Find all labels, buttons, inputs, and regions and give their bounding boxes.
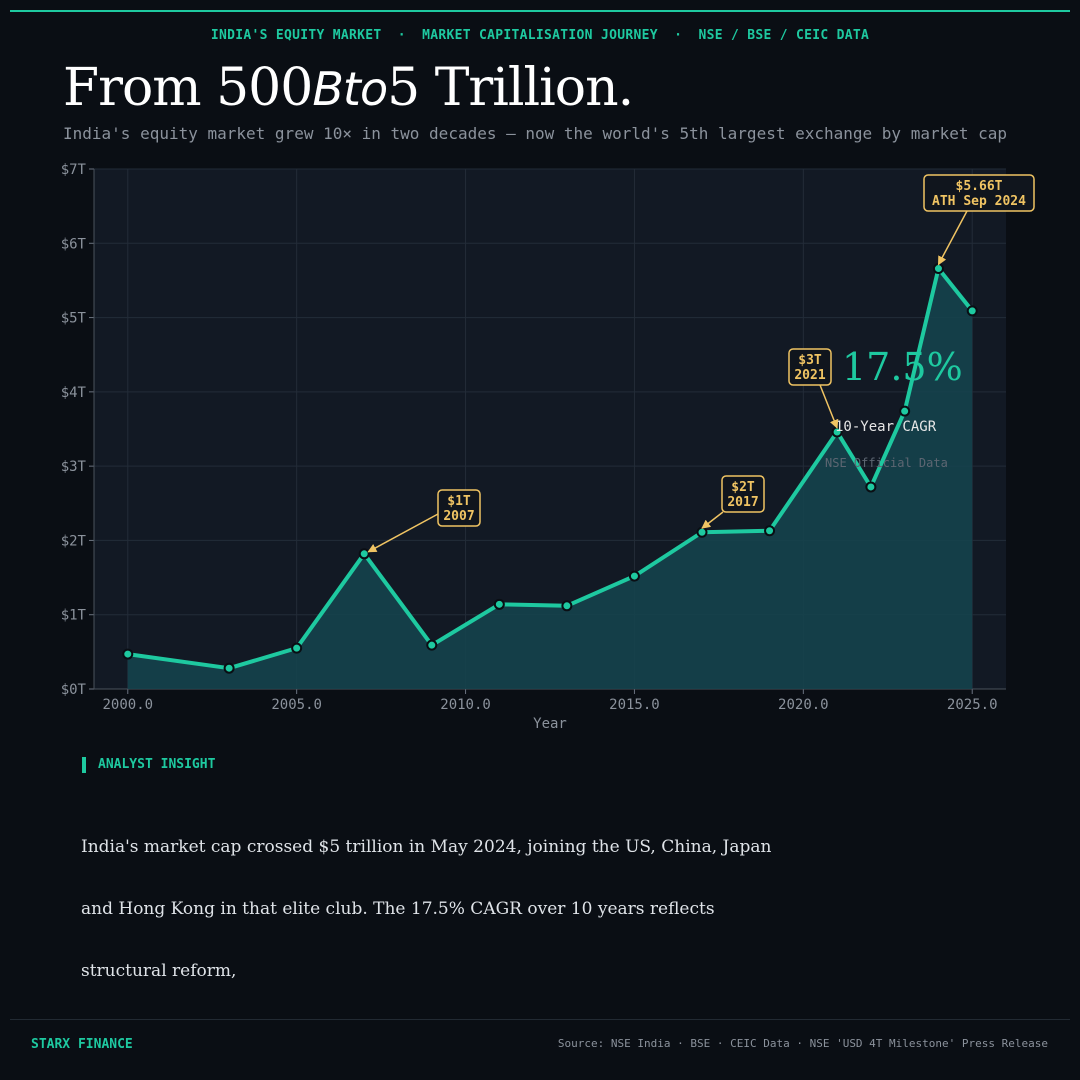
y-tick-label: $0T [61, 682, 87, 698]
data-point [291, 642, 303, 654]
x-tick-label: 2000.0 [102, 697, 153, 713]
annotation-label: 2007 [443, 509, 474, 524]
data-point [493, 598, 505, 610]
insight-label: ANALYST INSIGHT [82, 757, 215, 773]
data-point [223, 662, 235, 674]
y-tick-label: $1T [61, 608, 87, 624]
data-point [764, 525, 776, 537]
x-tick-label: 2005.0 [271, 697, 322, 713]
title-part-c: 5 Trillion. [387, 58, 634, 118]
annotation-box [788, 348, 832, 386]
annotation-arrow [367, 513, 439, 553]
market-cap-chart: $0T $1T $2T $3T $4T $5T $6T $7T 2000.0 2005.0 2010… [61, 162, 1035, 732]
data-point [358, 548, 370, 560]
data-point [122, 648, 134, 660]
y-tick-label: $2T [61, 533, 87, 549]
title-part-a: From 500 [63, 58, 313, 118]
y-tick-label: $7T [61, 162, 87, 178]
annotation-arrow [937, 210, 968, 266]
insight-body: India's market cap crossed $5 trillion i… [81, 837, 772, 981]
annotation-label: $3T [798, 353, 822, 368]
annotation-label: $2T [731, 480, 755, 495]
page-title: From 500Bto5 Trillion. [63, 58, 634, 118]
x-tick-label: 2015.0 [609, 697, 660, 713]
data-point [426, 639, 438, 651]
annotation-label: 2021 [794, 368, 825, 383]
data-point [865, 481, 877, 493]
annotation-box [437, 489, 481, 527]
annotation-box [923, 174, 1035, 212]
area-fill [127, 268, 973, 689]
data-point [932, 263, 944, 275]
x-tick-label: 2025.0 [947, 697, 998, 713]
cagr-label: 10-Year CAGR [835, 419, 937, 435]
annotation-arrow [701, 511, 724, 529]
x-axis-label: Year [533, 716, 567, 732]
subtitle: India's equity market grew 10× in two de… [63, 124, 1008, 143]
annotation-box [721, 475, 765, 513]
footer-divider [10, 1019, 1070, 1020]
kicker: INDIA'S EQUITY MARKET · MARKET CAPITALIS… [210, 28, 870, 43]
data-point [628, 570, 640, 582]
brand: STARX FINANCE [31, 1037, 133, 1052]
y-tick-label: $4T [61, 385, 87, 401]
x-tick-label: 2010.0 [440, 697, 491, 713]
y-tick-label: $6T [61, 236, 87, 252]
x-tick-label: 2020.0 [778, 697, 829, 713]
data-point [696, 526, 708, 538]
cagr-note: NSE Official Data [825, 456, 948, 470]
annotation-label: ATH Sep 2024 [932, 194, 1026, 209]
data-point [899, 405, 911, 417]
source-note: Source: NSE India · BSE · CEIC Data · NS… [557, 1037, 1048, 1050]
annotation-label: $1T [447, 494, 471, 509]
data-point [561, 600, 573, 612]
y-tick-label: $3T [61, 459, 87, 475]
cagr-value: 17.5% [842, 345, 963, 389]
data-point [966, 305, 978, 317]
annotation-label: $5.66T [956, 179, 1003, 194]
title-part-b: Bto [312, 62, 388, 116]
annotation-label: 2017 [727, 495, 758, 510]
top-accent-line [10, 10, 1070, 12]
annotation-arrow [819, 384, 839, 429]
y-tick-label: $5T [61, 311, 87, 327]
